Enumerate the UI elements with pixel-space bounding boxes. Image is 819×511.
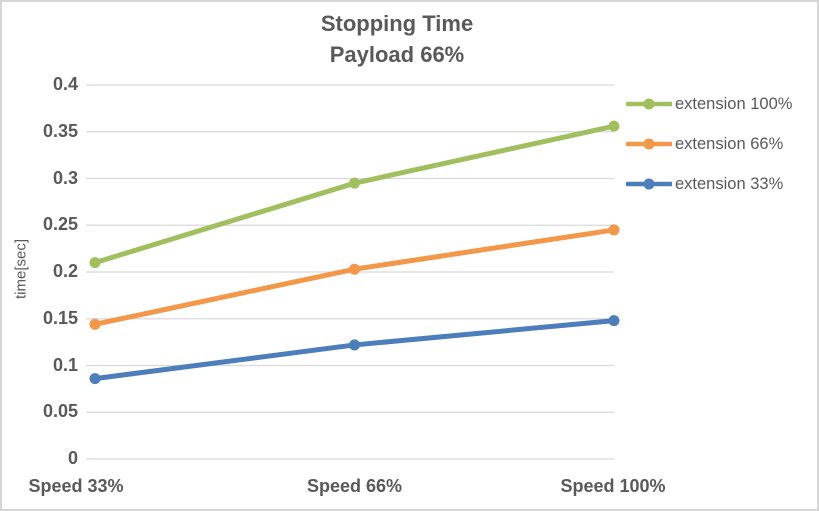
chart-title-line2: Payload 66%: [329, 42, 465, 67]
legend-item: extension 100%: [626, 92, 792, 116]
chart-title: Stopping Time Payload 66%: [2, 8, 792, 70]
data-point-marker: [349, 263, 360, 275]
series-line: [92, 227, 617, 327]
y-tick-label: 0.2: [52, 261, 78, 281]
legend-label: extension 33%: [675, 174, 784, 193]
data-point-marker: [608, 224, 620, 236]
data-point-marker: [608, 315, 620, 327]
legend-marker: [626, 138, 672, 150]
y-tick-label: 0.1: [52, 354, 78, 375]
data-point-marker: [349, 339, 360, 351]
legend-marker: [626, 178, 672, 190]
x-tick-label: Speed 100%: [560, 476, 666, 496]
legend-item: extension 66%: [626, 132, 783, 156]
data-point-marker: [608, 120, 620, 132]
y-tick-label: 0.35: [42, 120, 78, 141]
legend-label: extension 100%: [675, 94, 793, 113]
data-point-marker: [89, 318, 101, 330]
legend-marker: [626, 98, 672, 110]
y-tick-label: 0.4: [52, 74, 78, 94]
data-point-marker: [89, 257, 101, 269]
x-tick-label: Speed 33%: [28, 476, 124, 496]
y-tick-label: 0.15: [42, 307, 78, 328]
y-tick-label: 0.25: [42, 214, 78, 235]
y-tick-label: 0.3: [52, 167, 78, 188]
data-point-marker: [349, 177, 360, 189]
data-point-marker: [89, 373, 101, 385]
x-tick-label: Speed 66%: [306, 476, 403, 496]
y-tick-label: 0.05: [42, 401, 78, 422]
y-tick-label: 0: [67, 448, 78, 468]
legend-label: extension 66%: [675, 134, 784, 153]
chart-title-line1: Stopping Time: [320, 11, 474, 36]
legend-item: extension 33%: [626, 172, 783, 196]
